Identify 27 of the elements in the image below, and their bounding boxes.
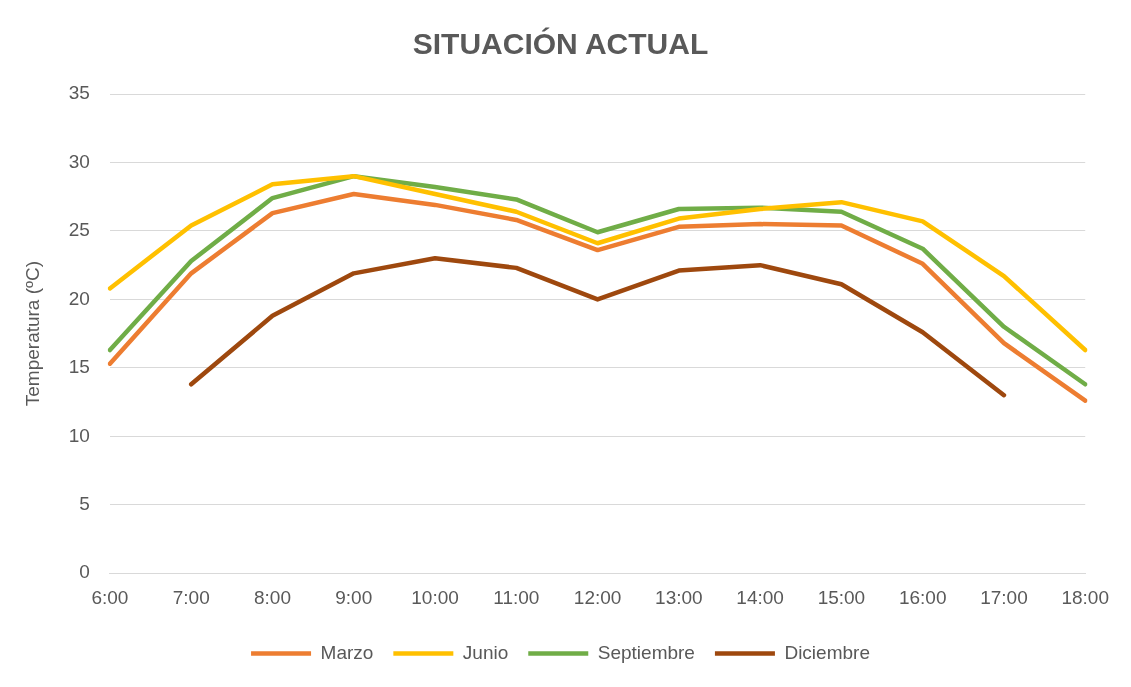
x-tick-label: 14:00 (736, 586, 784, 608)
x-tick-label: 8:00 (253, 586, 291, 608)
legend-label: Junio (462, 641, 509, 663)
y-tick-label: 10 (68, 424, 90, 446)
legend-label: Diciembre (784, 641, 870, 663)
y-tick-label: 20 (68, 287, 90, 309)
x-tick-label: 15:00 (817, 586, 866, 608)
y-tick-label: 25 (68, 219, 90, 241)
chart-title: SITUACIÓN ACTUAL (412, 27, 709, 61)
x-tick-label: 18:00 (1061, 586, 1109, 608)
y-tick-label: 35 (68, 82, 90, 104)
x-tick-label: 12:00 (573, 586, 622, 608)
x-tick-label: 11:00 (493, 586, 540, 608)
y-tick-label: 15 (68, 356, 90, 378)
legend-label: Septiembre (597, 641, 695, 663)
x-tick-label: 17:00 (980, 586, 1028, 608)
x-tick-label: 6:00 (91, 586, 129, 608)
y-tick-label: 0 (79, 561, 90, 583)
x-tick-label: 10:00 (411, 586, 459, 608)
y-tick-label: 5 (79, 492, 90, 514)
y-tick-label: 30 (68, 150, 90, 172)
x-tick-label: 16:00 (898, 586, 947, 608)
x-tick-label: 13:00 (655, 586, 703, 608)
legend-label: Marzo (320, 641, 374, 663)
x-tick-label: 7:00 (172, 586, 210, 608)
y-axis-title: Temperatura (ºC) (21, 260, 43, 407)
x-tick-label: 9:00 (335, 586, 373, 608)
